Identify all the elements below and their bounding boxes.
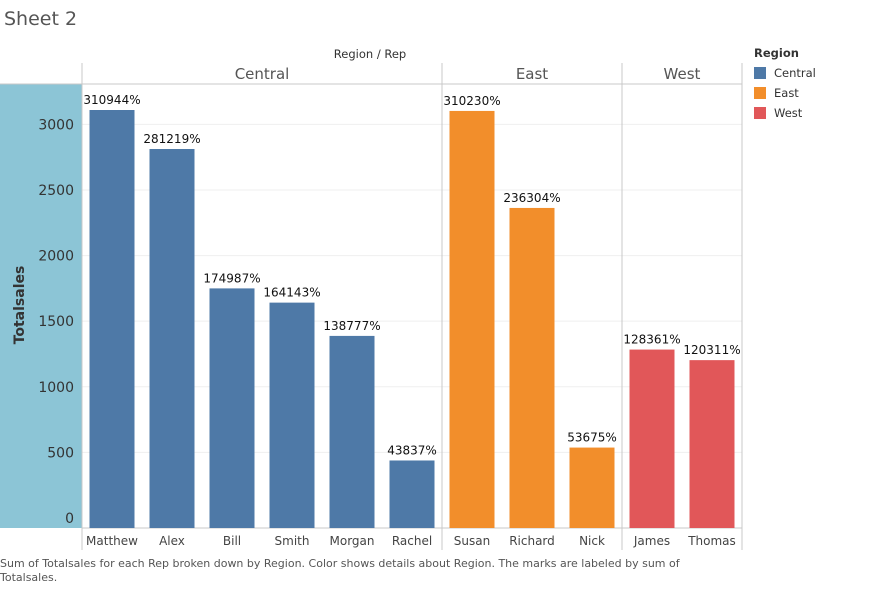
x-tick-label: Alex bbox=[159, 534, 185, 548]
legend-swatch-east bbox=[754, 87, 766, 99]
data-label: 310230% bbox=[443, 94, 500, 108]
data-label: 310944% bbox=[83, 93, 140, 107]
group-header-central: Central bbox=[235, 65, 290, 83]
data-label: 138777% bbox=[323, 319, 380, 333]
data-label: 281219% bbox=[143, 132, 200, 146]
x-tick-label: Matthew bbox=[86, 534, 138, 548]
sheet-title: Sheet 2 bbox=[4, 8, 78, 30]
x-tick-label: Bill bbox=[223, 534, 241, 548]
legend-title: Region bbox=[754, 46, 799, 60]
bar-nick bbox=[569, 447, 615, 528]
bar-james bbox=[629, 349, 675, 528]
group-header-west: West bbox=[664, 65, 701, 83]
y-axis-label: Totalsales bbox=[12, 266, 28, 345]
y-tick-label: 1000 bbox=[38, 380, 74, 396]
bar-smith bbox=[269, 302, 315, 528]
x-tick-label: Nick bbox=[579, 534, 605, 548]
legend-item-east[interactable]: East bbox=[754, 83, 816, 103]
y-tick-label: 1500 bbox=[38, 314, 74, 330]
legend-item-west[interactable]: West bbox=[754, 103, 816, 123]
y-tick-label: 0 bbox=[65, 511, 74, 527]
group-header-east: East bbox=[516, 65, 548, 83]
bar-thomas bbox=[689, 360, 735, 528]
legend-label-west: West bbox=[774, 106, 803, 120]
data-label: 164143% bbox=[263, 286, 320, 300]
bar-matthew bbox=[89, 110, 135, 528]
bar-bill bbox=[209, 288, 255, 528]
x-tick-label: Smith bbox=[275, 534, 310, 548]
x-tick-label: Richard bbox=[509, 534, 555, 548]
data-label: 53675% bbox=[567, 431, 617, 445]
y-tick-label: 2000 bbox=[38, 249, 74, 265]
data-label: 174987% bbox=[203, 271, 260, 285]
data-label: 120311% bbox=[683, 343, 740, 357]
data-label: 43837% bbox=[387, 443, 437, 457]
legend-label-east: East bbox=[774, 86, 799, 100]
legend-label-central: Central bbox=[774, 66, 816, 80]
data-label: 128361% bbox=[623, 333, 680, 347]
bar-rachel bbox=[389, 460, 435, 528]
chart-caption: Sum of Totalsales for each Rep broken do… bbox=[0, 557, 680, 584]
legend-item-central[interactable]: Central bbox=[754, 63, 816, 83]
x-tick-label: Rachel bbox=[392, 534, 432, 548]
legend: Region Central East West bbox=[754, 46, 816, 123]
y-tick-label: 2500 bbox=[38, 183, 74, 199]
y-tick-label: 3000 bbox=[38, 117, 74, 133]
bar-alex bbox=[149, 149, 195, 528]
y-axis-band bbox=[0, 84, 82, 528]
bar-morgan bbox=[329, 335, 375, 528]
legend-swatch-west bbox=[754, 107, 766, 119]
column-header-title: Region / Rep bbox=[334, 47, 406, 61]
legend-swatch-central bbox=[754, 67, 766, 79]
bar-richard bbox=[509, 207, 555, 529]
x-tick-label: Morgan bbox=[330, 534, 375, 548]
x-tick-label: Thomas bbox=[687, 534, 736, 548]
data-label: 236304% bbox=[503, 191, 560, 205]
x-tick-label: Susan bbox=[454, 534, 490, 548]
x-tick-label: James bbox=[633, 534, 670, 548]
y-tick-label: 500 bbox=[47, 445, 74, 461]
bar-susan bbox=[449, 110, 495, 528]
